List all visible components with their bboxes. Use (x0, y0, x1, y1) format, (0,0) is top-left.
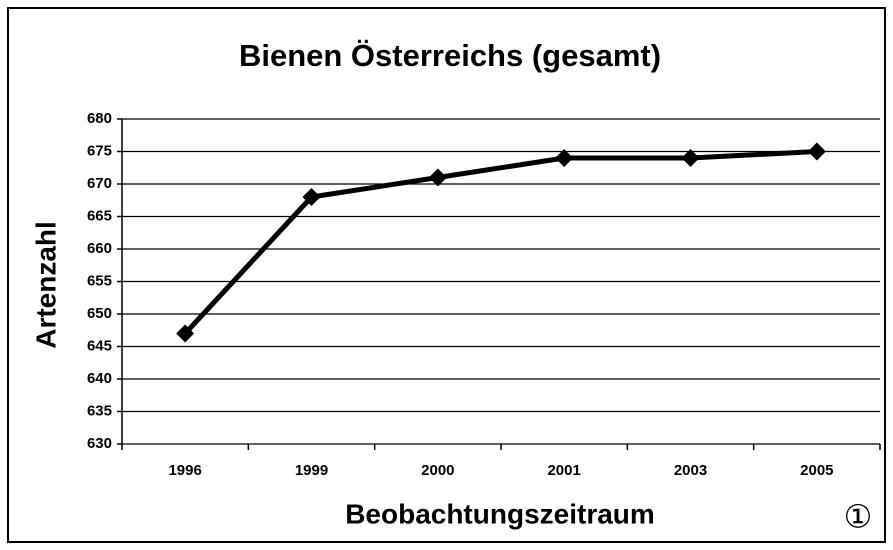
y-tick-label: 645 (87, 337, 112, 354)
y-tick-label: 655 (87, 272, 112, 289)
y-axis-label: Artenzahl (30, 221, 61, 349)
x-tick-label: 2000 (421, 462, 454, 479)
data-point (807, 142, 826, 161)
x-axis-label: Beobachtungszeitraum (345, 498, 655, 529)
data-point (176, 324, 195, 343)
x-tick-label: 2005 (800, 462, 833, 479)
y-tick-label: 635 (87, 402, 112, 419)
y-tick-label: 630 (87, 435, 112, 452)
chart-title: Bienen Österreichs (gesamt) (239, 38, 661, 73)
y-tick-label: 660 (87, 240, 112, 257)
annotation: ① (844, 498, 873, 534)
data-point (302, 188, 321, 206)
y-tick-label: 640 (87, 370, 112, 387)
x-tick-label: 2001 (547, 462, 580, 479)
data-point (428, 168, 447, 187)
y-tick-label: 680 (87, 110, 112, 127)
data-point (555, 149, 574, 167)
chart-frame (7, 7, 886, 543)
y-tick-label: 670 (87, 175, 112, 192)
y-tick-label: 675 (87, 142, 112, 159)
y-tick-label: 665 (87, 207, 112, 224)
y-tick-label: 650 (87, 305, 112, 322)
series-line (183, 149, 817, 336)
x-tick-label: 1999 (295, 462, 328, 479)
data-point (681, 149, 700, 167)
x-tick-label: 1996 (168, 462, 201, 479)
x-tick-label: 2003 (674, 462, 707, 479)
